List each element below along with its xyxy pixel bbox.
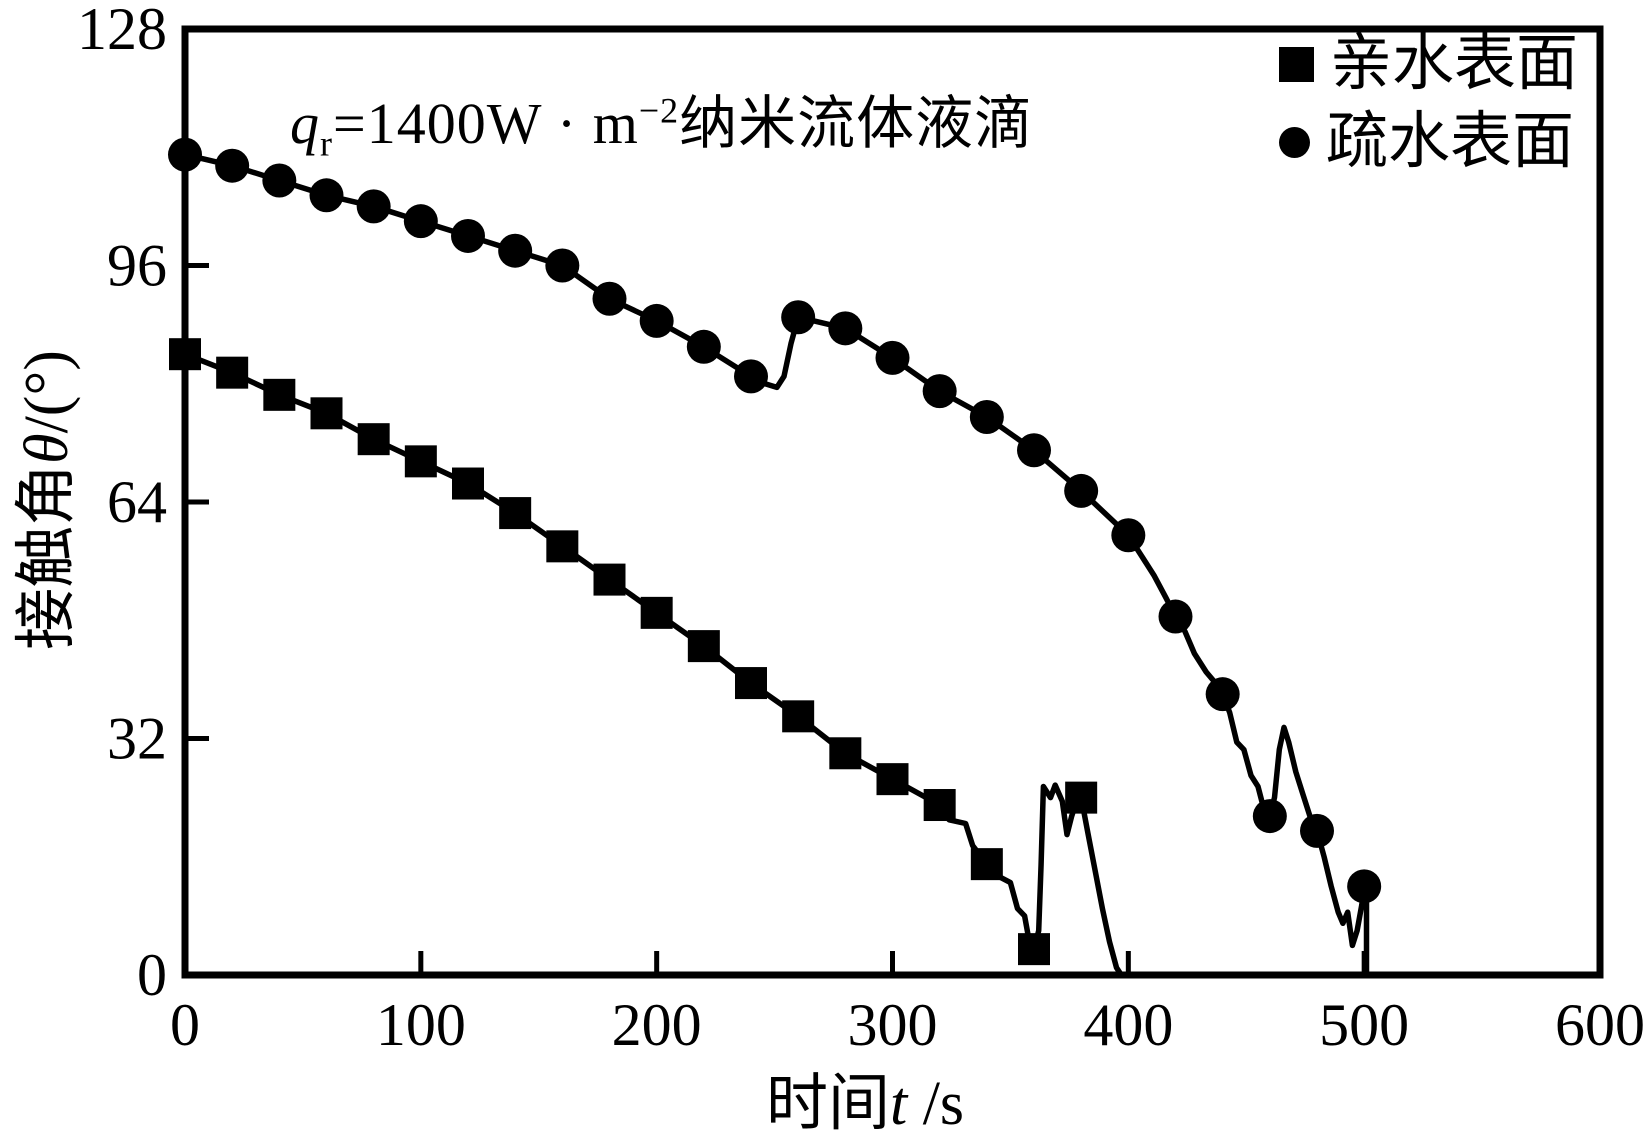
legend-label-hydrophilic: 亲水表面 bbox=[1329, 30, 1578, 98]
data-point-circle bbox=[1017, 433, 1051, 468]
data-point-square bbox=[546, 530, 579, 563]
x-tick-label: 100 bbox=[376, 992, 466, 1058]
y-tick-label: 96 bbox=[107, 233, 167, 299]
data-point-circle bbox=[734, 359, 768, 394]
x-tick-label: 200 bbox=[612, 992, 702, 1058]
x-tick-label: 500 bbox=[1319, 992, 1409, 1058]
data-point-square bbox=[216, 356, 249, 389]
data-point-square bbox=[593, 563, 626, 596]
data-point-circle bbox=[922, 374, 957, 409]
data-point-square bbox=[452, 467, 484, 500]
data-point-square bbox=[640, 596, 673, 629]
y-tick-label: 128 bbox=[77, 0, 167, 62]
y-tick-label: 64 bbox=[107, 469, 167, 535]
heat-flux-annotation: qr=1400W · m−2纳米流体液滴 bbox=[290, 90, 1034, 164]
data-point-circle bbox=[875, 340, 910, 375]
data-point-square bbox=[499, 497, 532, 530]
y-tick-label: 0 bbox=[137, 942, 167, 1008]
y-axis-title: 接触角θ/(°) bbox=[13, 350, 81, 650]
data-point-circle bbox=[828, 311, 863, 346]
legend-item-hydrophilic: 亲水表面 bbox=[1278, 30, 1578, 98]
data-point-circle bbox=[686, 329, 721, 364]
data-point-circle bbox=[356, 189, 391, 224]
data-point-circle bbox=[1205, 677, 1240, 712]
legend-label-hydrophobic: 疏水表面 bbox=[1325, 108, 1574, 177]
series-line-0 bbox=[182, 351, 1125, 978]
data-point-circle bbox=[969, 400, 1004, 435]
legend-item-hydrophobic: 疏水表面 bbox=[1278, 108, 1574, 177]
y-tick-label: 32 bbox=[107, 706, 167, 772]
data-point-square bbox=[970, 848, 1003, 881]
legend: 亲水表面 疏水表面 bbox=[1278, 30, 1578, 177]
x-tick-label: 600 bbox=[1555, 992, 1645, 1058]
x-tick-label: 0 bbox=[170, 992, 200, 1058]
circle-marker-icon bbox=[1278, 126, 1310, 158]
data-point-square bbox=[357, 423, 390, 456]
data-point-square bbox=[1018, 933, 1050, 966]
data-point-square bbox=[923, 789, 956, 822]
data-point-circle bbox=[262, 163, 297, 198]
square-marker-icon bbox=[1278, 46, 1314, 82]
data-point-square bbox=[829, 737, 862, 770]
data-point-square bbox=[1065, 781, 1098, 814]
data-point-circle bbox=[1064, 473, 1099, 508]
data-point-circle bbox=[498, 233, 533, 268]
data-point-square bbox=[263, 378, 296, 411]
data-point-circle bbox=[1158, 599, 1193, 634]
x-tick-label: 400 bbox=[1083, 992, 1173, 1058]
data-point-circle bbox=[1111, 518, 1146, 553]
data-point-square bbox=[310, 397, 343, 430]
data-point-circle bbox=[451, 218, 485, 253]
data-point-square bbox=[169, 338, 201, 371]
data-point-square bbox=[687, 630, 720, 663]
data-point-circle bbox=[168, 137, 202, 172]
x-axis-title: 时间t /s bbox=[765, 1070, 965, 1133]
data-point-square bbox=[876, 763, 909, 796]
data-point-circle bbox=[639, 303, 674, 338]
data-point-circle bbox=[1252, 799, 1287, 834]
data-point-circle bbox=[215, 148, 250, 183]
series-line-1 bbox=[182, 151, 1370, 978]
data-point-circle bbox=[403, 204, 438, 239]
data-point-circle bbox=[309, 178, 344, 213]
data-point-square bbox=[404, 445, 437, 478]
data-point-circle bbox=[592, 281, 627, 316]
data-point-square bbox=[782, 700, 815, 733]
data-point-circle bbox=[1347, 869, 1382, 904]
x-tick-label: 300 bbox=[848, 992, 938, 1058]
data-point-circle bbox=[545, 248, 580, 283]
data-point-circle bbox=[1300, 813, 1334, 848]
data-point-square bbox=[735, 667, 767, 700]
data-point-circle bbox=[781, 300, 816, 335]
